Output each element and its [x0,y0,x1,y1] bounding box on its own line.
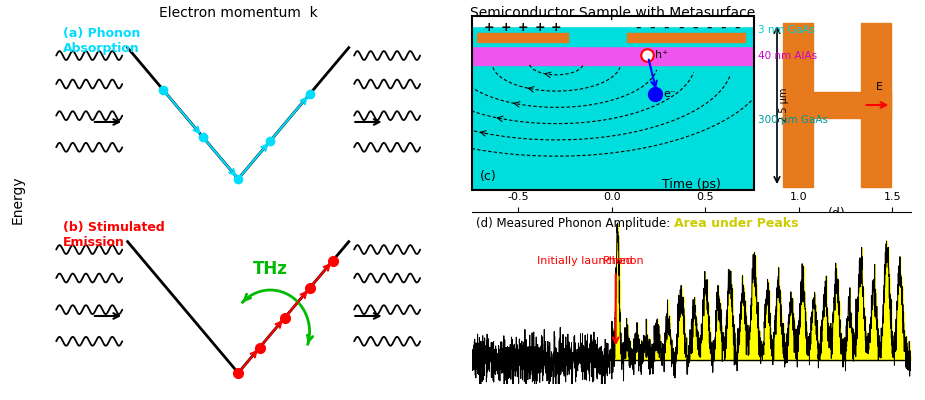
Text: 2.5 μm: 2.5 μm [780,88,789,122]
Text: Initially launched: Initially launched [537,256,633,266]
Text: THz: THz [253,260,288,278]
Bar [472,16,754,26]
Text: Electron momentum  k: Electron momentum k [159,6,318,20]
Text: (d) Measured Phonon Amplitude:: (d) Measured Phonon Amplitude: [476,217,671,230]
Text: +: + [517,21,528,34]
Text: -: - [635,20,641,35]
Text: (b) Stimulated
Emission: (b) Stimulated Emission [64,221,166,249]
Text: -: - [678,20,684,35]
Text: (c): (c) [480,170,497,183]
Text: h⁺: h⁺ [655,50,668,60]
Bar [627,32,746,42]
Bar [472,46,754,65]
Text: +: + [500,21,511,34]
Bar [472,26,754,46]
Text: -: - [649,20,655,35]
Bar [861,23,891,187]
Text: Energy: Energy [11,176,25,224]
Text: -: - [734,20,740,35]
Text: +: + [484,21,494,34]
Text: Area under Peaks: Area under Peaks [673,217,798,230]
Text: Semiconductor Sample with Metasurface: Semiconductor Sample with Metasurface [470,6,755,20]
Text: Phonon: Phonon [602,256,644,266]
Text: -: - [720,20,725,35]
Text: (d): (d) [828,207,846,220]
Bar [783,92,892,118]
Text: E: E [876,82,882,92]
Text: (a) Phonon
Absorption: (a) Phonon Absorption [64,27,141,55]
Text: -: - [692,20,697,35]
Bar [783,23,813,187]
Text: -: - [706,20,711,35]
Text: e⁻: e⁻ [663,89,676,99]
Text: -: - [663,20,669,35]
Text: 300 μm GaAs: 300 μm GaAs [758,115,829,125]
Text: 3 nm GaAs: 3 nm GaAs [758,25,816,35]
Text: +: + [551,21,561,34]
X-axis label: Time (ps): Time (ps) [662,178,721,191]
Text: +: + [534,21,545,34]
Bar [477,32,568,42]
Text: 40 nm AlAs: 40 nm AlAs [758,51,818,61]
